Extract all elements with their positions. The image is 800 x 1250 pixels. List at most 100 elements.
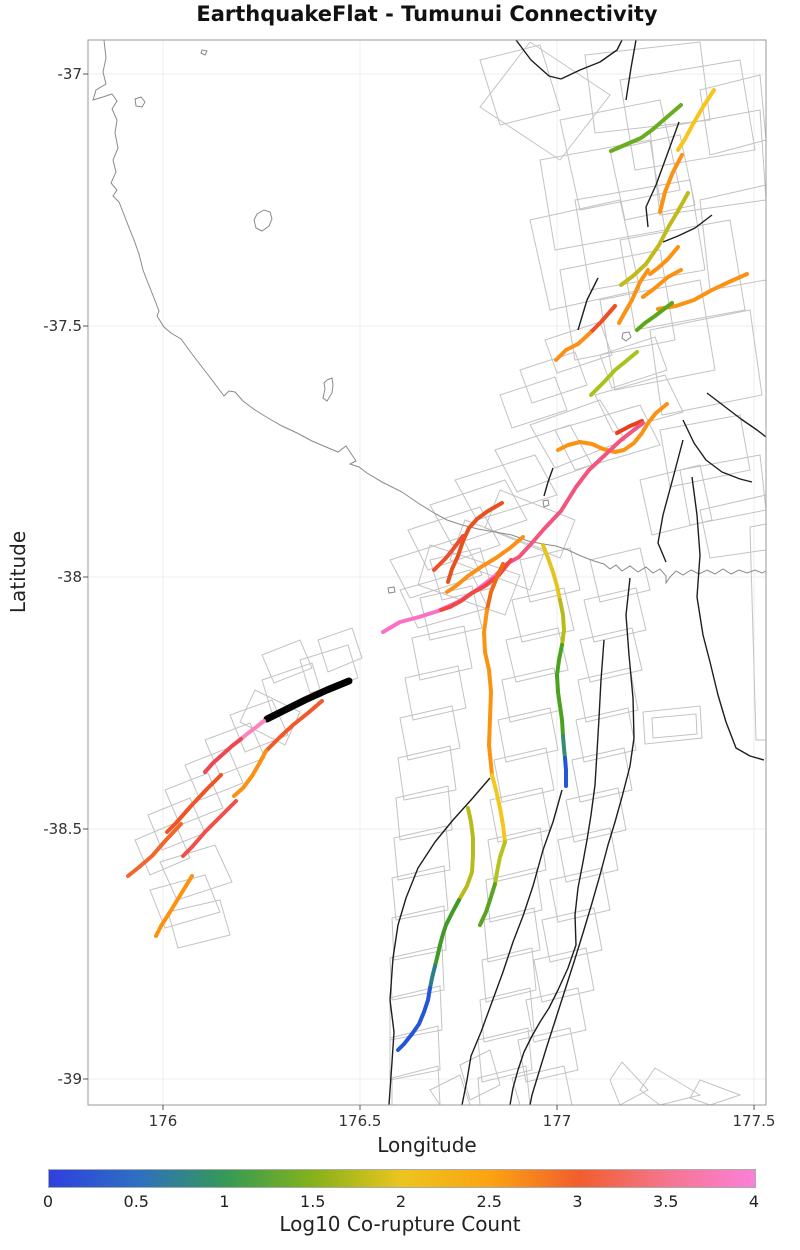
fault-outline-polygon xyxy=(479,987,535,1043)
fault-trace-colored xyxy=(609,103,683,153)
fault-trace-colored xyxy=(617,268,650,325)
fault-outline-polygon xyxy=(574,179,706,291)
colorbar-tick-label: 3.5 xyxy=(653,1192,679,1211)
fault-outline-polygon xyxy=(389,985,443,1041)
fault-trace-colored xyxy=(554,331,592,362)
fault-outline-polygon xyxy=(484,489,576,559)
fault-trace-black xyxy=(691,476,765,761)
fault-outline-polygon xyxy=(429,479,528,546)
fault-outline-polygon xyxy=(619,59,756,171)
fault-trace-colored xyxy=(232,749,268,798)
map-content xyxy=(88,40,766,1105)
fault-outline-polygon xyxy=(481,947,537,1003)
fault-outline-polygon xyxy=(493,747,555,803)
fault-outline-polygon xyxy=(559,249,676,361)
fault-outline-polygon xyxy=(583,587,647,643)
fault-outline-polygon xyxy=(649,109,766,216)
fault-trace-black xyxy=(515,40,562,80)
fault-trace-black xyxy=(577,277,599,331)
island-outline xyxy=(253,209,273,232)
fault-trace-colored xyxy=(445,535,525,594)
fault-trace-colored xyxy=(446,501,504,584)
colorbar-tick-label: 2.5 xyxy=(476,1192,502,1211)
fault-trace-colored xyxy=(485,562,505,612)
fault-outline-polygon xyxy=(559,99,681,211)
fault-outline-polygon xyxy=(419,585,483,641)
fault-outline-polygon xyxy=(699,184,766,291)
fault-trace-colored xyxy=(558,598,566,647)
fault-trace-colored xyxy=(641,268,683,299)
fault-outline-polygon xyxy=(544,321,613,374)
fault-outline-polygon xyxy=(261,639,313,684)
fault-trace-black xyxy=(645,121,680,228)
fault-outline-polygon xyxy=(391,905,447,961)
fault-trace-black xyxy=(509,639,605,1105)
fault-trace-colored xyxy=(181,799,238,858)
fault-outline-polygon xyxy=(411,625,473,681)
colorbar-gradient xyxy=(48,1169,756,1188)
x-tick-label: 177.5 xyxy=(732,1112,776,1130)
fault-outline-polygon xyxy=(541,907,603,963)
colorbar-label: Log10 Co-rupture Count xyxy=(279,1212,521,1236)
fault-outline-polygon xyxy=(511,587,575,643)
fault-outline-polygon xyxy=(391,865,449,921)
y-tick-label: -37.5 xyxy=(43,317,82,335)
fault-outline-polygon xyxy=(554,404,661,471)
colorbar-tick-label: 2 xyxy=(395,1192,407,1211)
fault-outline-polygon xyxy=(565,787,627,843)
fault-outline-polygon xyxy=(404,665,467,721)
fault-outline-polygon xyxy=(477,1065,531,1105)
fault-outline-polygon xyxy=(479,41,611,161)
fault-outline-polygon xyxy=(393,825,451,881)
fault-outline-polygon xyxy=(649,309,763,416)
island-outline xyxy=(322,377,334,402)
island-outline xyxy=(542,499,550,508)
fault-trace-colored xyxy=(493,840,507,886)
fault-outline-polygon xyxy=(501,667,563,723)
fault-outline-polygon xyxy=(454,454,558,521)
island-outline xyxy=(387,586,396,594)
fault-trace-colored xyxy=(541,543,562,602)
x-tick-label: 176 xyxy=(148,1112,178,1130)
fault-outline-polygon xyxy=(397,745,457,801)
fault-trace-colored xyxy=(648,245,680,276)
fault-outline-polygon xyxy=(239,689,301,746)
fault-trace-colored xyxy=(635,301,674,332)
fault-trace-colored xyxy=(428,964,437,990)
x-axis-label: Longitude xyxy=(377,1133,477,1157)
fault-trace-colored xyxy=(493,421,645,578)
island-outline xyxy=(134,96,146,108)
fault-trace-colored xyxy=(589,350,639,397)
fault-outline-polygon xyxy=(571,747,633,803)
fault-outline-polygon xyxy=(389,1025,441,1081)
fault-outline-polygon xyxy=(429,1074,471,1105)
fault-outline-polygon xyxy=(529,199,641,311)
fault-trace-colored xyxy=(656,272,749,311)
fault-outline-polygon xyxy=(164,772,224,826)
fault-outline-polygon xyxy=(395,785,453,841)
fault-trace-colored xyxy=(555,643,565,738)
fault-trace-black xyxy=(662,214,713,243)
fault-trace-colored xyxy=(126,822,183,878)
fault-trace-black xyxy=(388,777,491,1105)
colorbar-tick-label: 4 xyxy=(748,1192,760,1211)
fault-trace-colored xyxy=(381,574,497,634)
fault-outline-polygon xyxy=(639,1067,702,1105)
fault-trace-colored xyxy=(264,699,324,753)
island-outline xyxy=(621,331,632,342)
fault-outline-polygon xyxy=(533,947,595,1003)
fault-outline-polygon xyxy=(642,705,703,745)
fault-outline-polygon xyxy=(557,827,619,883)
fault-trace-black xyxy=(706,392,766,438)
fault-outline-polygon xyxy=(577,667,639,723)
fault-outline-polygon xyxy=(391,1065,441,1105)
fault-trace-colored xyxy=(615,419,644,435)
fault-outline-polygon xyxy=(639,464,713,536)
fault-outline-polygon xyxy=(519,547,581,603)
fault-outline-polygon xyxy=(699,494,766,559)
colorbar-tick-label: 1 xyxy=(219,1192,230,1211)
fault-outline-polygon xyxy=(659,414,751,488)
fault-outline-polygon xyxy=(477,1027,533,1083)
